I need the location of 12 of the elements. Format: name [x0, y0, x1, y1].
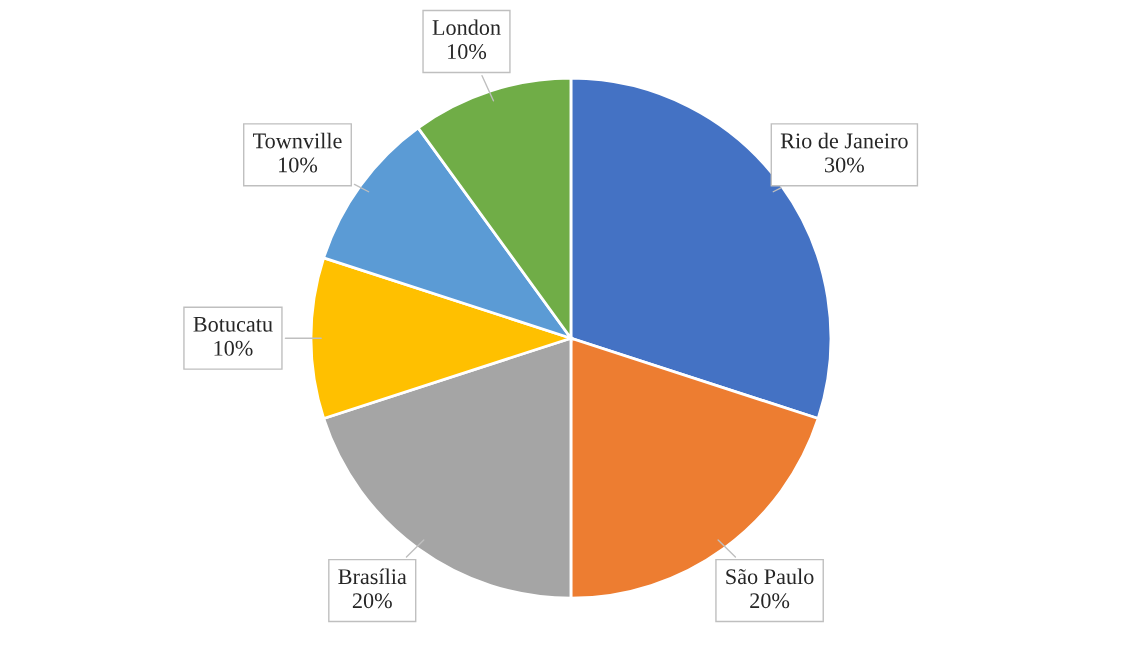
data-label: 10%: [214, 340, 253, 356]
data-label: 10%: [279, 157, 318, 173]
data-label: 10%: [448, 44, 487, 60]
slice-label: Rio de Janeiro: [780, 132, 908, 149]
slice-label: São Paulo: [726, 568, 814, 585]
slice-label: Brasília: [338, 568, 407, 585]
data-label: 30%: [825, 157, 864, 173]
data-label: 20%: [352, 593, 392, 609]
slice-label: Botucatu: [193, 316, 273, 332]
data-label: 20%: [750, 593, 790, 609]
slice-label: Townville: [253, 132, 342, 149]
slice-label: London: [432, 19, 501, 36]
